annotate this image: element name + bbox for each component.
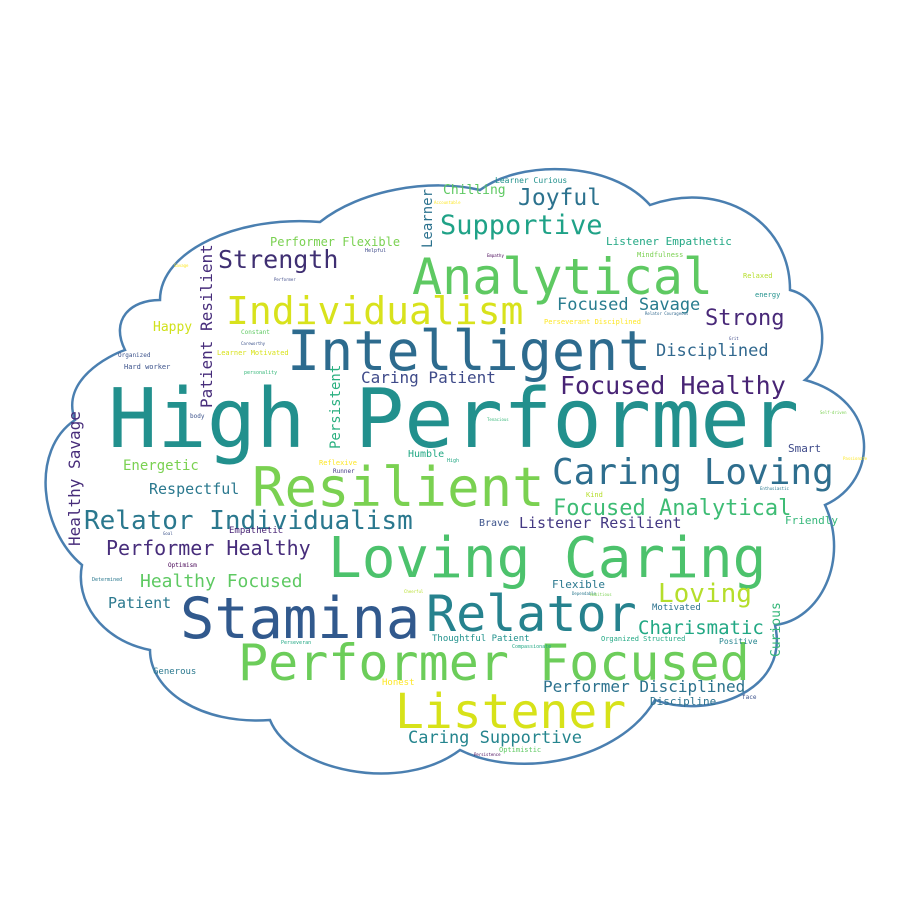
word: Relator	[426, 585, 637, 643]
word: Helpful	[365, 248, 386, 254]
word: Charismatic	[638, 617, 764, 639]
word: Tenacious	[487, 417, 509, 422]
word: Flexible	[552, 578, 605, 591]
word: Joyful	[518, 185, 601, 211]
word: Self-driven	[820, 410, 847, 415]
word: Relator Courageous	[645, 311, 689, 316]
word: Listener	[395, 684, 626, 740]
word: Happy	[153, 320, 192, 335]
word: Passionate	[843, 456, 868, 461]
word: Savage	[174, 263, 189, 268]
word: Patient Resilient	[197, 244, 216, 408]
word: Reflexive	[319, 459, 357, 467]
word: Motivated	[652, 603, 701, 613]
word: Curious	[769, 602, 784, 657]
word: Performer Flexible	[270, 235, 400, 249]
word-list: High Performer Intelligent Loving Caring…	[65, 176, 868, 757]
word: Kind	[586, 491, 603, 499]
word: Strength	[218, 245, 338, 274]
word: Careworthy	[241, 341, 266, 346]
word: Brave	[479, 518, 509, 529]
word: Focused Analytical	[553, 496, 791, 521]
word: Performer Healthy	[106, 536, 311, 560]
word: Performer	[274, 277, 296, 282]
word: Empathetic	[229, 526, 283, 536]
word: Focused Savage	[557, 295, 700, 315]
word: High Performer	[108, 372, 799, 467]
word: Perseverant Disciplined	[544, 318, 641, 326]
word: Determined	[92, 577, 122, 583]
word: Supportive	[440, 210, 603, 241]
word: Enthusiastic	[760, 486, 789, 491]
word: Generous	[153, 667, 196, 677]
word: Caring Patient	[361, 368, 496, 387]
word: Accountable	[434, 200, 461, 205]
word: Discipline	[650, 695, 716, 708]
word: Empathy	[487, 253, 504, 258]
word: Optimism	[168, 562, 197, 569]
word: Hard worker	[124, 363, 170, 371]
word: Listener Resilient	[519, 514, 682, 532]
word: Focused Healthy	[560, 371, 786, 400]
word: Learner Curious	[495, 176, 567, 185]
word: Healthy Focused	[140, 571, 303, 592]
word: Persistent	[328, 365, 344, 449]
word: High	[447, 458, 459, 464]
word: Persistence	[474, 752, 501, 757]
word: Healthy Savage	[65, 411, 84, 546]
word: Ambitious	[590, 592, 612, 597]
word: Relaxed	[743, 272, 773, 280]
word: Optimistic	[499, 746, 541, 754]
word: Learner	[420, 189, 436, 248]
word: Loving Caring	[328, 526, 766, 591]
word: Organized Structured	[601, 635, 685, 643]
word: Stamina	[180, 586, 420, 652]
word: Positive	[719, 637, 758, 646]
word: Learner Motivated	[217, 349, 289, 357]
word: Individualism	[226, 289, 523, 333]
word: Resilient	[252, 456, 545, 519]
word: Caring Supportive	[408, 728, 582, 748]
word: Listener Empathetic	[606, 235, 732, 248]
word: Goal	[163, 531, 173, 536]
word: Humble	[408, 449, 444, 460]
word: Performer Disciplined	[543, 677, 745, 696]
cloud-outline	[44, 167, 866, 775]
word: Strong	[705, 306, 784, 331]
word: Relator Individualism	[84, 506, 413, 536]
word: energy	[755, 291, 780, 299]
word: Dependable	[572, 591, 597, 596]
word: Cheerful	[404, 589, 424, 594]
word: face	[742, 694, 757, 701]
word: Disciplined	[656, 341, 769, 361]
word: Intelligent	[287, 319, 651, 383]
word: Analytical	[412, 248, 713, 306]
word: Chilling	[443, 183, 506, 198]
word: Compassionate	[512, 644, 551, 650]
word: Perseveran	[281, 640, 311, 646]
word: Patient	[108, 594, 171, 612]
word: Smart	[788, 442, 821, 455]
word: Energetic	[123, 458, 199, 474]
word: Respectful	[149, 480, 239, 498]
word: personality	[244, 370, 277, 376]
word: Grit	[729, 336, 739, 341]
word: Constant	[241, 329, 270, 336]
word: Caring Loving	[552, 452, 834, 493]
word: Performer Focused	[238, 634, 750, 692]
word: Runner	[333, 468, 355, 475]
word: Organized	[118, 352, 151, 359]
word: Loving	[658, 579, 752, 609]
word: Honest	[382, 678, 415, 688]
word: Thoughtful Patient	[432, 634, 530, 644]
word: body	[190, 413, 205, 420]
word: Friendly	[785, 514, 838, 527]
word: Mindfulness	[637, 251, 683, 259]
